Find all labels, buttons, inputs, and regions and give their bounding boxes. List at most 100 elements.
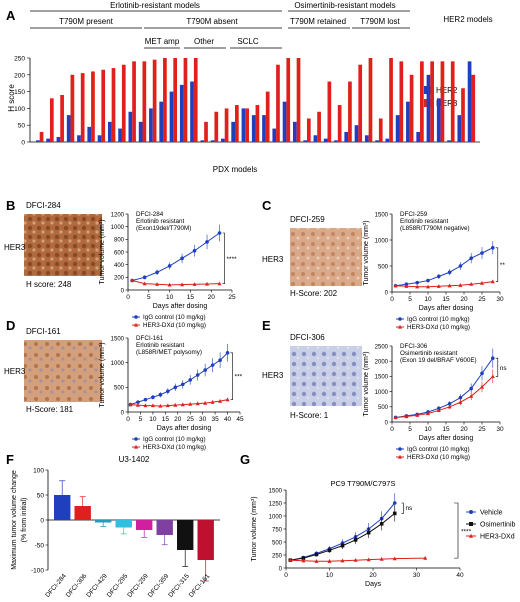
- her2-bar: [56, 136, 61, 142]
- her2-bar: [426, 74, 431, 142]
- panel-b-point: [167, 264, 172, 268]
- panel-f-ytick-label: 0: [40, 517, 44, 524]
- her2-bar: [159, 101, 164, 142]
- panel-e-point: [404, 414, 409, 419]
- her3-bar: [193, 58, 198, 142]
- panel-e-point: [458, 395, 463, 400]
- panel-e-point: [480, 371, 484, 376]
- her2-bar: [251, 115, 256, 142]
- panel-label-f: F: [6, 452, 14, 467]
- panel-c-sig-bracket: [495, 247, 499, 282]
- ihc-b-model: DFCI-284: [26, 201, 61, 210]
- panel-f-category-label: DFCI-161: [188, 573, 212, 599]
- panel-e-ytick-label: 0: [385, 420, 389, 426]
- panel-d-xtick-label: 5: [139, 416, 143, 423]
- her3-bar: [440, 61, 445, 142]
- her3-bar: [265, 91, 270, 142]
- panel-f-bar: [115, 520, 132, 528]
- panel-e-xlabel: Days after dosing: [419, 435, 474, 442]
- panel-d-xtick-label: 0: [126, 416, 130, 423]
- panel-e-point: [480, 384, 484, 389]
- her2-bar: [190, 81, 194, 142]
- panel-f-bar: [156, 520, 173, 535]
- panel-d-sig-bracket: [230, 352, 233, 400]
- panel-c-series-line: [395, 247, 494, 287]
- her2-bar: [231, 121, 236, 142]
- panel-c-xtick-label: 0: [390, 296, 394, 303]
- t790m-absent-label: T790M absent: [186, 17, 238, 26]
- panel-f-bar: [95, 520, 112, 523]
- panel-e-legend-marker: [398, 454, 402, 459]
- panel-d-xtick-label: 20: [174, 416, 182, 423]
- panel-d-ytick-label: 500: [114, 386, 125, 392]
- panel-e-ytick-label: 500: [378, 405, 389, 411]
- panel-d-ytick-label: 1000: [111, 361, 125, 367]
- panel-d-point: [150, 403, 155, 408]
- her2-bar: [292, 121, 297, 142]
- panel-g-title: PC9 T790M/C797S: [331, 479, 396, 488]
- panel-b-sig-label: ****: [227, 256, 238, 263]
- panel-a-xlabel: PDX models: [213, 165, 257, 174]
- panel-c-point: [458, 264, 463, 268]
- panel-e-sig-bracket: [495, 357, 499, 377]
- panel-e-xtick-label: 25: [478, 426, 486, 433]
- ihc-b-score: H score: 248: [26, 280, 72, 289]
- panel-g-point: [366, 530, 371, 535]
- panel-d-legend-marker: [134, 444, 138, 449]
- panel-f-ylabel: Maximum tumor volume change: [11, 470, 18, 570]
- osimertinib-group-label: Osimertinib-resistant models: [294, 1, 395, 10]
- her2-bar: [406, 101, 410, 142]
- panel-c-legend-label: IgG control (10 mg/kg): [407, 316, 470, 323]
- panel-b-ytick-label: 800: [114, 238, 125, 244]
- her3-bar: [111, 68, 116, 142]
- ihc-b: DFCI-284 HER3 H score: 248: [4, 201, 102, 289]
- her2-bar: [149, 108, 153, 142]
- panel-b-xtick-label: 15: [187, 294, 195, 301]
- panel-d-point: [158, 392, 163, 397]
- panel-b-xlabel: Days after dosing: [153, 303, 208, 310]
- her3-bar: [327, 81, 332, 142]
- panel-g-legend-label: Osimertinib: [480, 522, 516, 529]
- her3-bar: [337, 105, 342, 142]
- her2-bar: [395, 115, 400, 142]
- panel-d-point: [166, 389, 170, 394]
- her3-bar: [348, 81, 352, 142]
- panel-f-chart: U3-1402 -100 -50 0 50 100 Maximum tumor volume…: [11, 455, 220, 599]
- panel-f-ytick-label: 100: [33, 467, 44, 474]
- panel-c-point: [404, 284, 409, 288]
- her3-bar: [461, 88, 465, 142]
- panel-e-point: [458, 400, 463, 404]
- panel-g-point: [340, 543, 345, 548]
- panel-g-ytick-label: 1000: [269, 514, 283, 520]
- her3-bar: [420, 61, 424, 142]
- panel-b-legend-label: HER3-DXd (10 mg/kg): [143, 322, 206, 329]
- panel-d-subtitle-1: Erlotinib resistant: [136, 342, 185, 349]
- her3-bar: [235, 105, 239, 142]
- her3-bar: [101, 69, 106, 142]
- panel-label-g: G: [240, 452, 250, 467]
- panel-f-title: U3-1402: [119, 455, 150, 464]
- her2-bar: [66, 115, 71, 142]
- panel-g-legend-marker: [469, 522, 473, 526]
- panel-g-xtick-label: 40: [456, 572, 464, 579]
- panel-b-point: [155, 270, 159, 275]
- panel-e-xtick-label: 15: [442, 426, 450, 433]
- panel-e-point: [415, 413, 420, 417]
- panel-b-ylabel: Tumor volume (mm³): [99, 219, 106, 284]
- her3-bar: [409, 74, 414, 142]
- ihc-d-score: H-Score: 181: [26, 405, 74, 414]
- panel-a-ytick-label: 150: [14, 89, 25, 96]
- panel-c-series-line: [395, 281, 493, 288]
- her2-bar: [385, 138, 390, 142]
- panel-g-xtick-label: 0: [284, 572, 288, 579]
- ihc-c: DFCI-259 HER3 H-Score: 202: [262, 215, 362, 298]
- panel-g-xtick-label: 20: [369, 572, 377, 579]
- her3-bar: [224, 108, 229, 142]
- her2-bar: [36, 140, 40, 142]
- panel-e-point: [426, 411, 430, 416]
- panel-d-point: [203, 368, 207, 372]
- t790m-lost-label: T790M lost: [360, 17, 400, 26]
- panel-d-subtitle-2: (L858R/MET polysomy): [136, 349, 202, 356]
- panel-g-point: [314, 559, 319, 563]
